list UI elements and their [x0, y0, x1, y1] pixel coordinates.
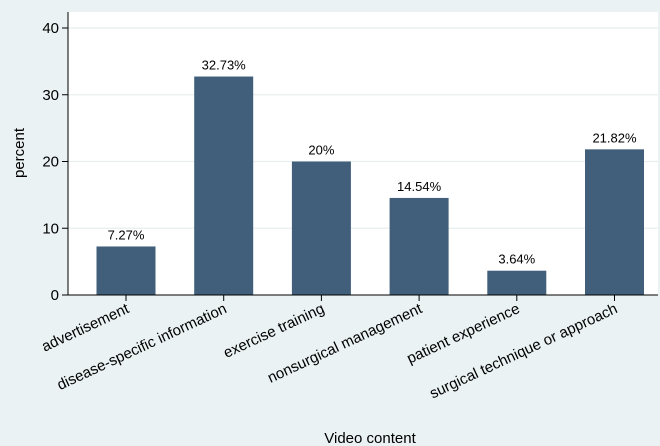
axes — [67, 12, 658, 296]
data-label: 32.73% — [202, 58, 247, 73]
grid-lines — [68, 27, 658, 229]
y-ticks: 0 10 20 30 40 — [42, 20, 68, 304]
x-tick-label: surgical technique or approach — [427, 300, 620, 402]
x-tick-label: advertisement — [39, 300, 132, 356]
bars — [96, 76, 644, 295]
bar — [291, 161, 351, 295]
bar — [96, 246, 156, 295]
bar — [487, 270, 547, 295]
y-tick-label: 0 — [51, 287, 59, 304]
bar — [389, 197, 449, 295]
y-tick-label: 30 — [42, 87, 59, 104]
y-tick-label: 40 — [42, 20, 59, 37]
data-label: 3.64% — [498, 252, 535, 267]
x-tick-label: disease-specific information — [54, 300, 229, 394]
bar — [194, 76, 254, 295]
data-label: 7.27% — [108, 227, 145, 242]
data-label: 14.54% — [397, 179, 442, 194]
y-tick-label: 10 — [42, 220, 59, 237]
x-tick-label: nonsurgical management — [265, 300, 426, 387]
bar — [585, 149, 644, 295]
data-label: 21.82% — [592, 130, 637, 145]
y-axis-title: percent — [11, 127, 28, 178]
data-label: 20% — [308, 143, 334, 158]
plot-area — [68, 12, 658, 295]
data-labels: 7.27% 32.73% 20% 14.54% 3.64% 21.82% — [108, 58, 637, 267]
y-tick-label: 20 — [42, 154, 59, 171]
x-axis-title: Video content — [324, 430, 416, 446]
